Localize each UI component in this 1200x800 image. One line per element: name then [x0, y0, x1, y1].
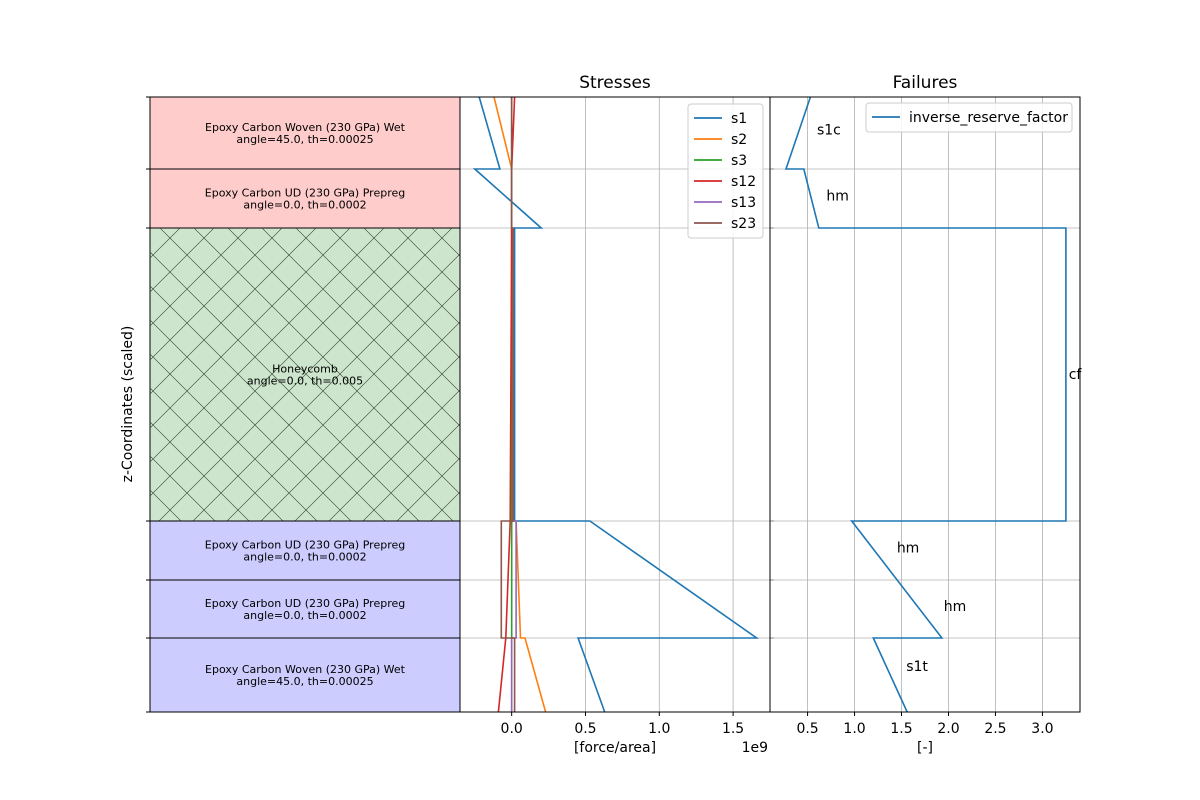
ply-info-label: angle=0.0, th=0.005 [247, 375, 363, 388]
ply-info-label: angle=0.0, th=0.0002 [243, 551, 366, 564]
failure-mode-annotation: hm [826, 189, 849, 205]
failure-mode-annotation: cf [1069, 367, 1083, 383]
legend-label-s13: s13 [731, 195, 756, 211]
ply-info-label: angle=45.0, th=0.00025 [236, 133, 373, 146]
x-tick-label: 0.5 [574, 721, 596, 737]
ply-material-label: Epoxy Carbon UD (230 GPa) Prepreg [205, 539, 405, 552]
legend-label-s2: s2 [731, 132, 747, 148]
stresses-title: Stresses [579, 73, 651, 93]
legend-box [687, 103, 764, 239]
legend-label-s12: s12 [731, 174, 756, 190]
ply-material-label: Epoxy Carbon Woven (230 GPa) Wet [205, 121, 406, 134]
legend-box [865, 102, 1073, 133]
ply-5 [149, 637, 461, 713]
plot-frame [769, 96, 1081, 713]
x-tick-label: 1.5 [890, 721, 912, 737]
legend-label-s1: s1 [731, 111, 747, 127]
series-line-s23 [500, 97, 516, 712]
ply-0 [149, 96, 461, 170]
series-line-s1 [472, 96, 760, 713]
failure-mode-annotation: hm [897, 541, 920, 557]
ply-info-label: angle=0.0, th=0.0002 [243, 609, 366, 622]
ply-material-label: Epoxy Carbon UD (230 GPa) Prepreg [205, 597, 405, 610]
failure-mode-annotation: hm [944, 599, 967, 615]
stresses-panel: Stresses [force/area] 1e9 0.0 0.5 1.0 1.5 s1… [459, 73, 774, 756]
failures-panel: Failures [-] 0.5 1.0 1.5 2.0 2.5 3.0 s1c hm cf hm… [769, 73, 1083, 756]
x-tick-label: 0.5 [796, 721, 818, 737]
legend-label-s3: s3 [731, 153, 747, 169]
x-tick-label: 1.0 [648, 721, 670, 737]
failures-x-axis-label: [-] [917, 740, 933, 756]
y-axis-label: z-Coordinates (scaled) [120, 326, 136, 483]
stresses-x-axis-label: [force/area] [574, 740, 656, 756]
legend-label-s23: s23 [731, 216, 756, 232]
ply-hatch [150, 228, 460, 521]
stresses-x-multiplier: 1e9 [742, 740, 768, 756]
x-tick-label: 1.0 [843, 721, 865, 737]
failure-mode-annotation: s1t [906, 659, 928, 675]
legend-label-inverse_reserve_factor: inverse_reserve_factor [909, 110, 1068, 126]
x-tick-label: 2.5 [984, 721, 1006, 737]
ply-material-label: Epoxy Carbon Woven (230 GPa) Wet [205, 663, 406, 676]
x-tick-label: 2.0 [937, 721, 959, 737]
x-tick-label: 1.5 [722, 721, 744, 737]
failures-title: Failures [893, 73, 958, 93]
layup-panel: Epoxy Carbon Woven (230 GPa) Wetangle=45… [146, 96, 461, 713]
ply-info-label: angle=45.0, th=0.00025 [236, 675, 373, 688]
failure-mode-annotation: s1c [817, 122, 841, 138]
ply-material-label: Epoxy Carbon UD (230 GPa) Prepreg [205, 187, 405, 200]
x-tick-label: 3.0 [1031, 721, 1053, 737]
x-tick-label: 0.0 [501, 721, 523, 737]
ply-material-label: Honeycomb [272, 363, 338, 376]
series-line-inverse_reserve_factor [784, 96, 1067, 713]
ply-info-label: angle=0.0, th=0.0002 [243, 199, 366, 212]
